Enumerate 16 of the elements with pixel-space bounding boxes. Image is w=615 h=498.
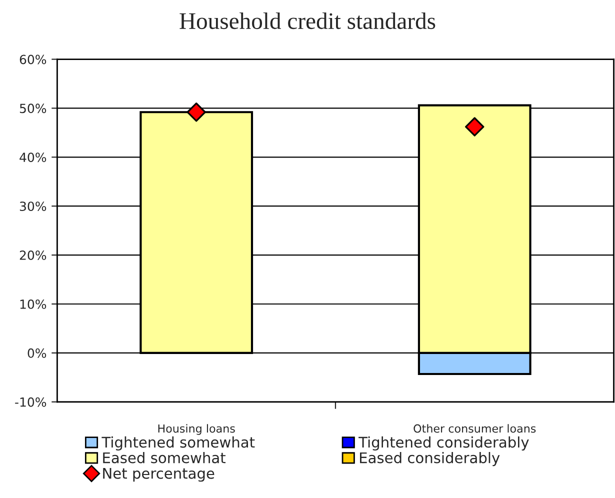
x-tick-label: Other consumer loans xyxy=(414,424,536,433)
legend-label: Net percentage xyxy=(103,468,214,482)
y-tick-label: 40% xyxy=(20,152,46,162)
y-tick-label: 60% xyxy=(20,54,46,64)
y-tick-label: -10% xyxy=(15,397,46,407)
y-tick-label: 20% xyxy=(20,250,46,260)
legend-label: Eased considerably xyxy=(360,452,500,466)
y-tick-label: 0% xyxy=(28,348,46,358)
legend-label: Eased somewhat xyxy=(103,452,226,464)
chart-title: Household credit standards xyxy=(180,12,436,30)
x-tick-label: Housing loans xyxy=(158,424,235,435)
legend-label: Tightened considerably xyxy=(358,436,529,451)
y-tick-label: 50% xyxy=(20,104,46,114)
y-tick-label: 10% xyxy=(20,299,46,309)
legend-label: Tightened somewhat xyxy=(102,436,255,451)
y-tick-label: 30% xyxy=(20,202,46,212)
